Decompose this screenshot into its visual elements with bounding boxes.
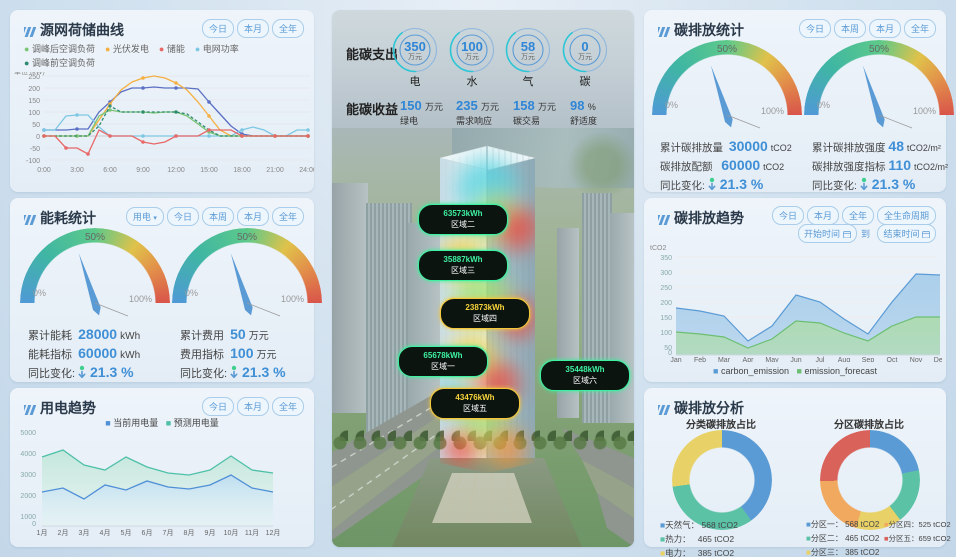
svg-text:Oct: Oct — [887, 357, 898, 362]
svg-text:200: 200 — [660, 300, 672, 307]
svg-text:1000: 1000 — [20, 514, 36, 521]
svg-text:-50: -50 — [30, 146, 40, 153]
svg-text:0: 0 — [36, 134, 40, 141]
svg-text:21:00: 21:00 — [266, 167, 284, 174]
svg-text:9月: 9月 — [205, 529, 216, 537]
svg-text:0:00: 0:00 — [37, 167, 51, 174]
svg-text:6月: 6月 — [142, 529, 153, 537]
svg-text:100: 100 — [660, 330, 672, 337]
svg-text:-100: -100 — [26, 158, 40, 165]
svg-text:0: 0 — [668, 350, 672, 357]
svg-text:200: 200 — [28, 86, 40, 93]
svg-text:5月: 5月 — [121, 529, 132, 537]
svg-text:Sep: Sep — [862, 357, 875, 362]
svg-text:10月: 10月 — [224, 529, 239, 537]
svg-text:50: 50 — [32, 122, 40, 129]
svg-text:2月: 2月 — [58, 529, 69, 537]
svg-text:5000: 5000 — [20, 430, 36, 437]
svg-text:12:00: 12:00 — [167, 167, 185, 174]
svg-text:4月: 4月 — [100, 529, 111, 537]
svg-text:Jul: Jul — [816, 357, 825, 362]
svg-text:8月: 8月 — [184, 529, 195, 537]
svg-text:9:00: 9:00 — [136, 167, 150, 174]
svg-text:6:00: 6:00 — [103, 167, 117, 174]
svg-text:15:00: 15:00 — [200, 167, 218, 174]
svg-text:100: 100 — [28, 110, 40, 117]
svg-text:7月: 7月 — [163, 529, 174, 537]
svg-text:3000: 3000 — [20, 472, 36, 479]
svg-text:18:00: 18:00 — [233, 167, 251, 174]
svg-text:2000: 2000 — [20, 493, 36, 500]
svg-text:3:00: 3:00 — [70, 167, 84, 174]
svg-text:Aug: Aug — [838, 357, 851, 362]
svg-text:Jan: Jan — [670, 357, 681, 362]
svg-text:May: May — [765, 357, 779, 362]
svg-text:24:00: 24:00 — [299, 167, 314, 174]
svg-text:Nov: Nov — [910, 357, 923, 362]
svg-text:150: 150 — [660, 315, 672, 322]
svg-text:3月: 3月 — [79, 529, 90, 537]
svg-text:11月: 11月 — [245, 529, 259, 537]
svg-text:0: 0 — [32, 521, 36, 528]
svg-text:4000: 4000 — [20, 451, 36, 458]
svg-text:250: 250 — [660, 285, 672, 292]
svg-text:12月: 12月 — [266, 529, 281, 537]
svg-text:150: 150 — [28, 98, 40, 105]
svg-text:Apr: Apr — [743, 357, 755, 362]
svg-text:单位 (kW): 单位 (kW) — [14, 72, 45, 76]
svg-text:Mar: Mar — [718, 357, 731, 362]
svg-text:300: 300 — [660, 270, 672, 277]
svg-text:Dec: Dec — [934, 357, 942, 362]
svg-text:1月: 1月 — [37, 529, 48, 537]
svg-text:Jun: Jun — [790, 357, 801, 362]
svg-text:tCO2: tCO2 — [650, 245, 666, 252]
svg-text:Feb: Feb — [694, 357, 706, 362]
svg-text:350: 350 — [660, 255, 672, 262]
